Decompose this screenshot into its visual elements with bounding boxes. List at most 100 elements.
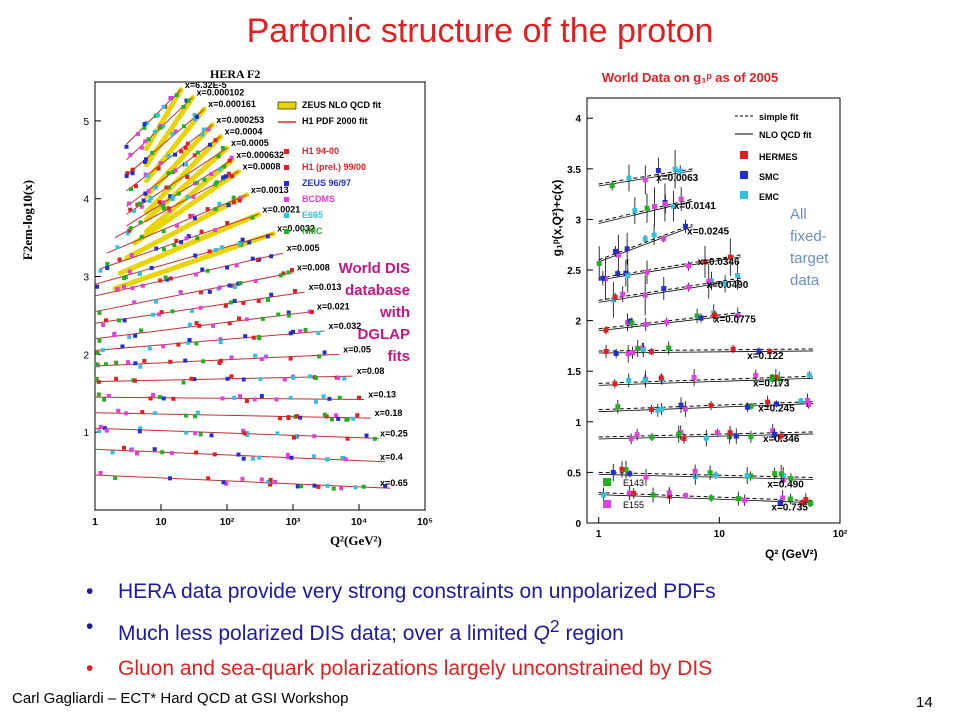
data-point [132,378,137,383]
data-point [114,360,119,365]
data-point [142,159,147,164]
legend-label: BCDMS [302,194,335,204]
data-point [124,173,129,178]
data-point [143,172,148,177]
legend-label: simple fit [759,112,799,122]
y-tick-label: 5 [83,117,89,128]
data-point [250,256,255,261]
data-point [209,433,214,438]
data-point [206,476,211,481]
bin-label: x=0.008 [297,263,330,273]
data-point [172,243,177,248]
data-point [160,203,165,208]
bin-label: x=0.18 [375,408,403,418]
data-point [264,354,269,359]
data-point [303,327,308,332]
data-point [361,484,366,489]
data-point [298,329,303,334]
data-point [146,188,151,193]
data-point [670,203,676,209]
data-point [339,486,344,491]
data-point [343,457,348,462]
data-point [192,153,197,158]
data-point [615,252,621,258]
chart-title: World Data on g₁ᵖ as of 2005 [602,70,778,85]
bin-label: x=0.490 [767,479,804,490]
data-point [642,236,648,242]
data-point [179,149,184,154]
data-point [624,246,630,252]
bin-label: x=0.0490 [706,280,748,291]
simple-fit-line [598,198,693,222]
data-point [294,414,299,419]
data-point [122,318,127,323]
bin-label: x=0.000253 [216,115,264,125]
data-point [247,240,252,245]
data-point [299,484,304,489]
data-point [619,466,625,472]
h1-fit-line [94,233,274,285]
data-point [237,198,242,203]
data-point [312,434,317,439]
bin-label: x=0.13 [368,389,396,399]
data-point [240,476,245,481]
data-point [142,125,147,130]
data-point [292,288,297,293]
data-point [643,474,649,480]
data-point [237,242,242,247]
legend-swatch [284,229,289,234]
data-point [194,114,199,119]
data-point [273,479,278,484]
bin-label: x=0.013 [309,282,342,292]
data-point [686,284,692,290]
data-point [167,476,172,481]
hera-f2-chart: 1 10 10² 10³ 10⁴ 10⁵ 1 2 3 4 5 Q²(GeV²) F2em-log10(x… [20,70,433,548]
legend-label: ZEUS 96/97 [302,178,351,188]
data-point [152,411,157,416]
h1-fit-line [94,427,379,439]
dis-note-line: with [380,304,410,321]
data-point [198,305,203,310]
h1-fit-line [126,108,205,176]
data-point [194,272,199,277]
data-point [281,271,286,276]
data-point [179,240,184,245]
data-point [726,434,732,440]
data-point [97,310,102,315]
zeus-fit-band [143,87,184,152]
data-point [337,395,342,400]
data-point [105,261,110,266]
data-point [167,208,172,213]
data-point [744,404,750,410]
data-point [659,406,665,412]
zeus-fit-band [143,145,230,223]
data-point [150,312,155,317]
data-point [168,359,173,364]
data-point [748,434,754,440]
h1-fit-line [94,272,294,313]
data-point [198,432,203,437]
data-point [148,396,153,401]
data-point [213,207,218,212]
data-point [147,346,152,351]
qcd-fit-line [598,494,814,504]
data-point [218,337,223,342]
data-point [194,321,199,326]
data-point [216,154,221,159]
y-tick-label: 2 [575,317,581,328]
legend-swatch [603,500,611,508]
data-point [112,331,117,336]
data-point [117,257,122,262]
data-point [220,146,225,151]
bin-label: x=0.0005 [231,138,269,148]
data-point [286,415,291,420]
data-point [127,228,132,233]
data-point [342,376,347,381]
data-point [678,196,684,202]
data-point [114,376,119,381]
data-point [244,399,249,404]
data-point [708,495,714,501]
data-point [648,349,654,355]
data-point [236,281,241,286]
data-point [184,236,189,241]
